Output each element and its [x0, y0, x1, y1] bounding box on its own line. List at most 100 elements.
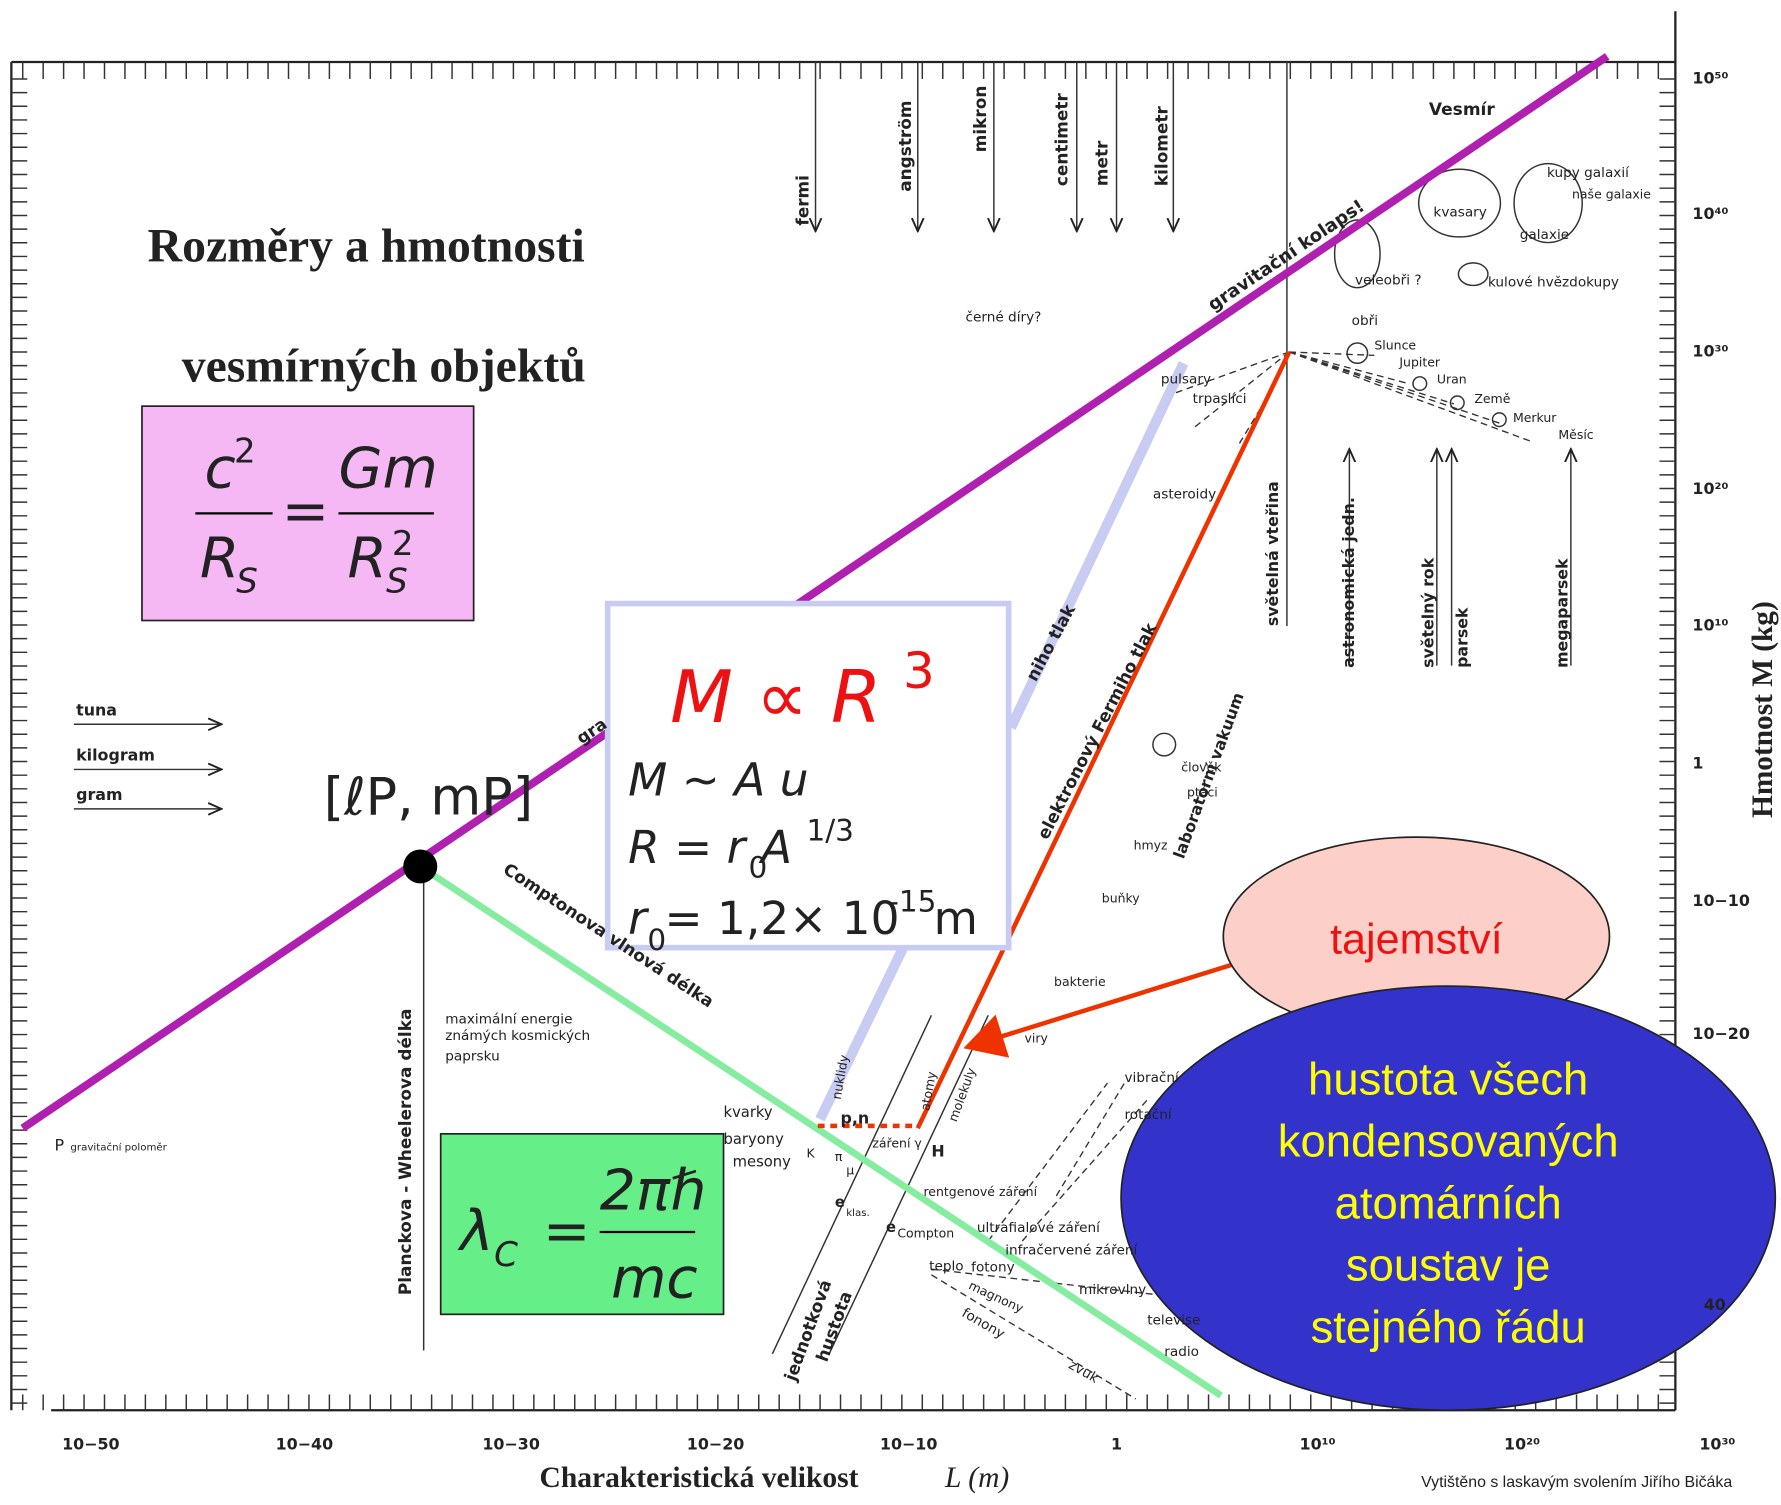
diagram-label: Jupiter [1398, 355, 1441, 370]
formula-part: 2 [234, 432, 256, 472]
oval-line: atomárních [1335, 1178, 1562, 1229]
y-tick-label: 10²⁰ [1692, 479, 1728, 498]
formula-part: 3 [903, 642, 935, 700]
density-line [915, 351, 1292, 1130]
oval-line: kondensovaných [1278, 1116, 1619, 1167]
diagram-label: kvarky [724, 1104, 773, 1121]
formula-part: r [628, 892, 649, 945]
diagram-label: e [835, 1194, 845, 1211]
diagram-label: Měsíc [1558, 427, 1593, 442]
diagram-label: p,n [841, 1109, 870, 1128]
formula-part: S [236, 561, 258, 601]
diagram-label: naše galaxie [1572, 187, 1651, 202]
arrow [963, 962, 1234, 1058]
diagram-label: gravitační poloměr [70, 1142, 167, 1154]
formula-part: mc [611, 1246, 698, 1312]
diagram-label: parsek [1452, 607, 1471, 668]
diagram-label: galaxie [1520, 227, 1569, 243]
x-tick-label: 1 [1111, 1435, 1122, 1454]
diagram-label: molekuly [945, 1066, 978, 1124]
diagram-label: televise [1147, 1313, 1200, 1329]
oval-line: stejného řádu [1311, 1302, 1586, 1353]
diagram-label: π [835, 1149, 843, 1164]
planck-label: [ℓP, mP] [324, 768, 533, 828]
oval-line: hustota všech [1308, 1053, 1588, 1104]
formula: c 2 R S = Gm R S 2 [195, 432, 438, 601]
diagram-label: světelný rok [1418, 557, 1437, 668]
x-tick-label: 10−50 [62, 1435, 120, 1454]
diagram-label: atomy [917, 1070, 939, 1111]
formula-part: R [200, 526, 239, 592]
diagram-label: záření γ [872, 1135, 921, 1150]
formula-part: 0 [647, 923, 666, 957]
x-axis-unit: L (m) [944, 1462, 1009, 1494]
x-tick-label: 10−20 [687, 1435, 745, 1454]
title: Rozměry a hmotnosti [148, 221, 585, 273]
x-tick-label: 10−40 [276, 1435, 334, 1454]
diagram-label: maximální energie [445, 1011, 572, 1027]
diagram-label: megaparsek [1552, 558, 1571, 668]
y-tick-label: 10−10 [1692, 891, 1750, 910]
diagram-label: Uran [1437, 372, 1467, 387]
diagram-label: laboratorní vakuum [1169, 690, 1247, 861]
oval-line: soustav je [1346, 1240, 1551, 1291]
oval-text: tajemství [1330, 915, 1503, 963]
diagram-label: bakterie [1054, 974, 1106, 989]
diagram-label: μ [846, 1162, 854, 1177]
diagram-label: radio [1164, 1344, 1199, 1360]
diagram-label: K [806, 1146, 815, 1161]
diagram-label: klas. [846, 1208, 870, 1219]
diagram-label: teplo [929, 1258, 964, 1274]
diagram-label: ptáci [1187, 785, 1218, 800]
diagram-label: hmyz [1134, 838, 1168, 853]
formula-part: M ∝ R [670, 656, 881, 740]
x-tick-label: 10²⁰ [1504, 1435, 1540, 1454]
density-box [604, 600, 1012, 951]
diagram-label: kvasary [1433, 205, 1486, 221]
diagram-label: mikron [971, 86, 991, 153]
pointer-line [1006, 361, 1189, 730]
formula-part: 2πℏ [600, 1158, 706, 1224]
diagram-label: obři [1352, 313, 1378, 329]
x-tick-label: 10³⁰ [1699, 1435, 1735, 1454]
y-tick-label: 10⁴⁰ [1692, 204, 1728, 223]
formula-part: = [543, 1198, 591, 1264]
formula-part: = [282, 478, 330, 544]
formula-box [439, 1132, 725, 1316]
diagram-label: Planckova - Wheelerova délka [396, 1009, 416, 1296]
diagram-label: baryony [724, 1131, 785, 1148]
formula-part: c [204, 436, 235, 502]
diagram-label: kilogram [76, 745, 155, 764]
formula-part: C [494, 1235, 518, 1275]
diagram-label: mesony [733, 1154, 792, 1171]
formula-part: A [758, 821, 792, 874]
diagram-label: černé díry? [965, 310, 1041, 326]
y-tick-label: 10⁵⁰ [1692, 69, 1728, 88]
formula-part: R [348, 526, 387, 592]
diagram-label: angström [896, 100, 916, 191]
diagram-label: P [55, 1136, 65, 1155]
diagram-label: fotony [971, 1260, 1015, 1276]
formula-part: S [386, 561, 408, 601]
credit: Vytištěno s laskavým svolením Jiřího Bič… [1421, 1474, 1732, 1491]
diagram-label: centimetr [1053, 93, 1073, 187]
formula-part: λ [457, 1198, 494, 1264]
density-oval [1120, 985, 1777, 1412]
title: vesmírných objektů [182, 340, 586, 392]
compton-line [418, 863, 1223, 1399]
diagram-label: asteroidy [1153, 487, 1216, 503]
formula-part: R = r [628, 821, 748, 874]
diagram-label: nuklidy [829, 1054, 852, 1101]
schwarzschild-line [20, 53, 1610, 1132]
diagram-label: Slunce [1374, 338, 1416, 353]
y-axis-label: Hmotnost M (kg) [1747, 601, 1779, 818]
x-tick-label: 10−30 [482, 1435, 540, 1454]
diagram-label: zvuk [1066, 1357, 1102, 1387]
diagram-label: kupy galaxií [1547, 165, 1630, 181]
diagram-label: Země [1474, 391, 1510, 406]
diagram-label: člověk [1181, 760, 1222, 775]
diagram-label: trpaslíci [1193, 391, 1247, 407]
formula: λ C = 2πℏ mc [457, 1158, 706, 1312]
diagram-label: světelná vteřina [1263, 481, 1282, 626]
diagram-label: infračervené záření [1005, 1243, 1138, 1259]
